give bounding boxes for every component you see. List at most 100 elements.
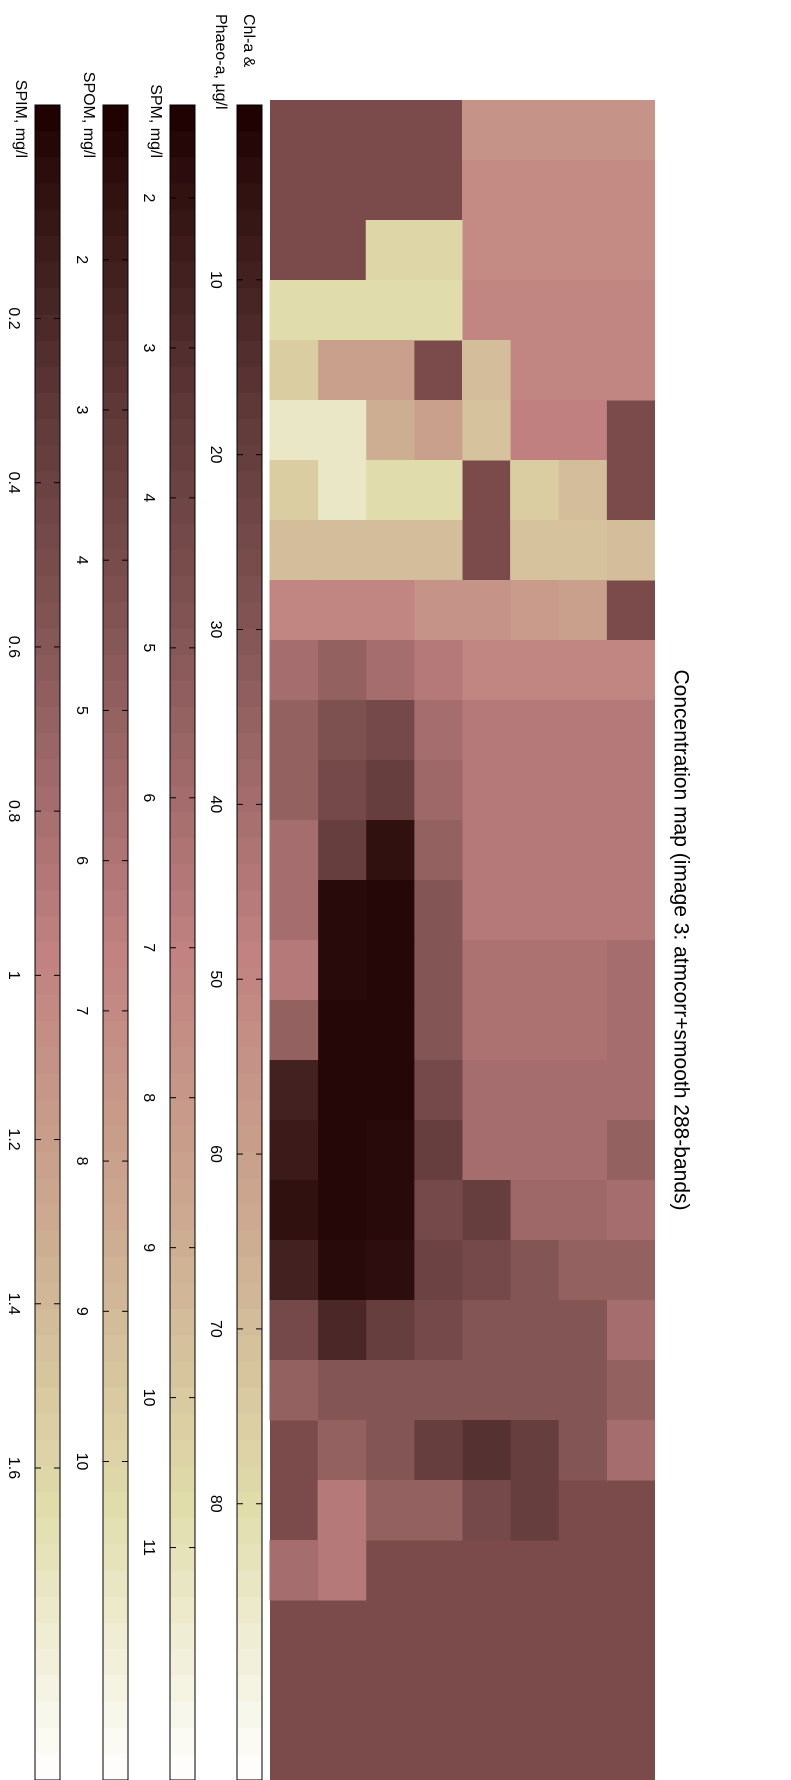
- map-cell: [558, 760, 607, 821]
- colorbar-swatch: [237, 1152, 262, 1179]
- map-cell: [606, 340, 655, 401]
- map-cell: [318, 280, 367, 341]
- colorbar-swatch: [237, 655, 262, 682]
- map-cell: [414, 820, 463, 881]
- colorbar-swatch: [170, 1283, 195, 1310]
- colorbar-swatch: [103, 916, 128, 943]
- map-cell: [510, 1060, 559, 1121]
- map-cell: [414, 520, 463, 581]
- map-cell: [606, 280, 655, 341]
- colorbar-swatch: [170, 210, 195, 237]
- colorbar-swatch: [237, 419, 262, 446]
- map-cell: [318, 1360, 367, 1421]
- map-cell: [606, 700, 655, 761]
- colorbar-label: Phaeo-a, µg/l: [212, 14, 229, 110]
- map-cell: [414, 1480, 463, 1541]
- colorbar-swatch: [103, 1414, 128, 1441]
- map-cell: [366, 580, 415, 641]
- colorbar-swatch: [103, 1387, 128, 1414]
- map-cell: [318, 1300, 367, 1361]
- colorbar-swatch: [237, 916, 262, 943]
- colorbar-swatch: [170, 1571, 195, 1598]
- map-cell: [366, 1480, 415, 1541]
- colorbar-tick-label: 4: [73, 556, 90, 565]
- colorbar-swatch: [237, 995, 262, 1022]
- colorbar-tick-label: 20: [207, 446, 224, 464]
- colorbar-swatch: [170, 131, 195, 158]
- colorbar-swatch: [103, 759, 128, 786]
- map-cell: [270, 1240, 319, 1301]
- colorbar-swatch: [237, 1178, 262, 1205]
- colorbar-swatch: [103, 576, 128, 603]
- colorbar-tick-label: 7: [73, 1006, 90, 1015]
- colorbar-tick-label: 8: [73, 1157, 90, 1166]
- colorbar-swatch: [35, 131, 60, 158]
- map-cell: [366, 760, 415, 821]
- colorbar-swatch: [237, 1754, 262, 1780]
- colorbar-swatch: [103, 1623, 128, 1650]
- map-cell: [414, 580, 463, 641]
- colorbar-swatch: [35, 1152, 60, 1179]
- map-cell: [606, 520, 655, 581]
- map-cell: [366, 1300, 415, 1361]
- colorbar-swatch: [170, 733, 195, 760]
- colorbar-swatch: [103, 393, 128, 420]
- map-cell: [462, 280, 511, 341]
- map-cell: [414, 1120, 463, 1181]
- map-cell: [318, 940, 367, 1001]
- colorbar-tick-label: 11: [140, 1539, 157, 1556]
- map-cell: [366, 340, 415, 401]
- colorbar-swatch: [103, 1126, 128, 1153]
- colorbar-swatch: [237, 943, 262, 970]
- map-cell: [318, 880, 367, 941]
- map-cell: [558, 580, 607, 641]
- colorbar-swatch: [237, 393, 262, 420]
- map-cell: [462, 580, 511, 641]
- map-cell: [318, 820, 367, 881]
- colorbar-swatch: [237, 785, 262, 812]
- colorbar-swatch: [35, 1544, 60, 1571]
- map-cell: [270, 940, 319, 1001]
- colorbar-tick-label: 50: [207, 970, 224, 988]
- colorbar-swatch: [170, 969, 195, 996]
- colorbar-swatch: [170, 1073, 195, 1100]
- colorbar-swatch: [103, 445, 128, 472]
- colorbar-swatch: [237, 236, 262, 263]
- colorbar-swatch: [35, 864, 60, 891]
- colorbar-swatch: [237, 1701, 262, 1728]
- colorbar-tick-label: 1.2: [5, 1128, 22, 1150]
- map-cell: [606, 1180, 655, 1241]
- colorbar-swatch: [237, 733, 262, 760]
- colorbar-swatch: [237, 1649, 262, 1676]
- colorbar-swatch: [35, 445, 60, 472]
- colorbar-swatch: [170, 1440, 195, 1467]
- colorbar-swatch: [103, 367, 128, 394]
- colorbar-swatch: [35, 1387, 60, 1414]
- colorbar-swatch: [170, 707, 195, 734]
- colorbar-swatch: [237, 341, 262, 368]
- colorbar-swatch: [170, 524, 195, 551]
- map-cell: [510, 460, 559, 521]
- map-cell: [510, 1120, 559, 1181]
- map-cell: [462, 400, 511, 461]
- colorbar-swatch: [35, 1309, 60, 1336]
- colorbar-swatch: [170, 157, 195, 184]
- colorbar-swatch: [35, 602, 60, 629]
- colorbar-swatch: [170, 1230, 195, 1257]
- colorbar-swatch: [170, 655, 195, 682]
- colorbar-swatch: [170, 1754, 195, 1780]
- colorbar-swatch: [35, 1283, 60, 1310]
- colorbar-swatch: [35, 1204, 60, 1231]
- map-cell: [270, 1180, 319, 1241]
- map-cell: [558, 220, 607, 281]
- colorbar-swatch: [35, 655, 60, 682]
- map-cell: [558, 1180, 607, 1241]
- colorbar-swatch: [170, 812, 195, 839]
- map-cell: [318, 1060, 367, 1121]
- colorbar-swatch: [35, 838, 60, 865]
- colorbar-tick-label: 10: [140, 1389, 157, 1407]
- chart-body: Concentration map (image 3: atmcorr+smoo…: [5, 14, 693, 1780]
- map-cell: [510, 280, 559, 341]
- colorbar-swatch: [170, 864, 195, 891]
- colorbar-swatch: [170, 367, 195, 394]
